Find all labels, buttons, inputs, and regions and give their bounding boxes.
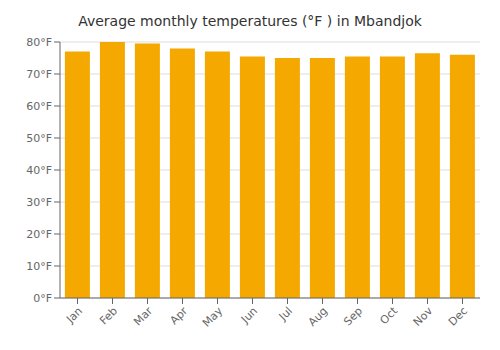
svg-text:40°F: 40°F — [26, 164, 52, 177]
svg-text:Feb: Feb — [97, 304, 120, 327]
svg-text:Aug: Aug — [306, 304, 330, 328]
svg-text:Jul: Jul — [276, 304, 295, 323]
svg-text:30°F: 30°F — [26, 196, 52, 209]
svg-text:20°F: 20°F — [26, 228, 52, 241]
svg-text:Jan: Jan — [63, 304, 85, 326]
svg-text:Mar: Mar — [131, 304, 155, 328]
svg-text:Jun: Jun — [238, 304, 260, 326]
svg-text:0°F: 0°F — [33, 292, 52, 305]
svg-text:May: May — [200, 304, 226, 330]
svg-text:Sep: Sep — [341, 304, 365, 328]
svg-text:10°F: 10°F — [26, 260, 52, 273]
svg-text:60°F: 60°F — [26, 100, 52, 113]
html-text:Average monthly temperatures (: Average monthly temperatures (°F ) in Mb… — [78, 13, 422, 29]
svg-text:Apr: Apr — [167, 304, 190, 327]
svg-text:80°F: 80°F — [26, 36, 52, 49]
svg-text:70°F: 70°F — [26, 68, 52, 81]
svg-text:50°F: 50°F — [26, 132, 52, 145]
svg-text:Oct: Oct — [377, 304, 400, 327]
svg-text:Dec: Dec — [446, 304, 470, 328]
svg-text:Nov: Nov — [411, 304, 436, 329]
